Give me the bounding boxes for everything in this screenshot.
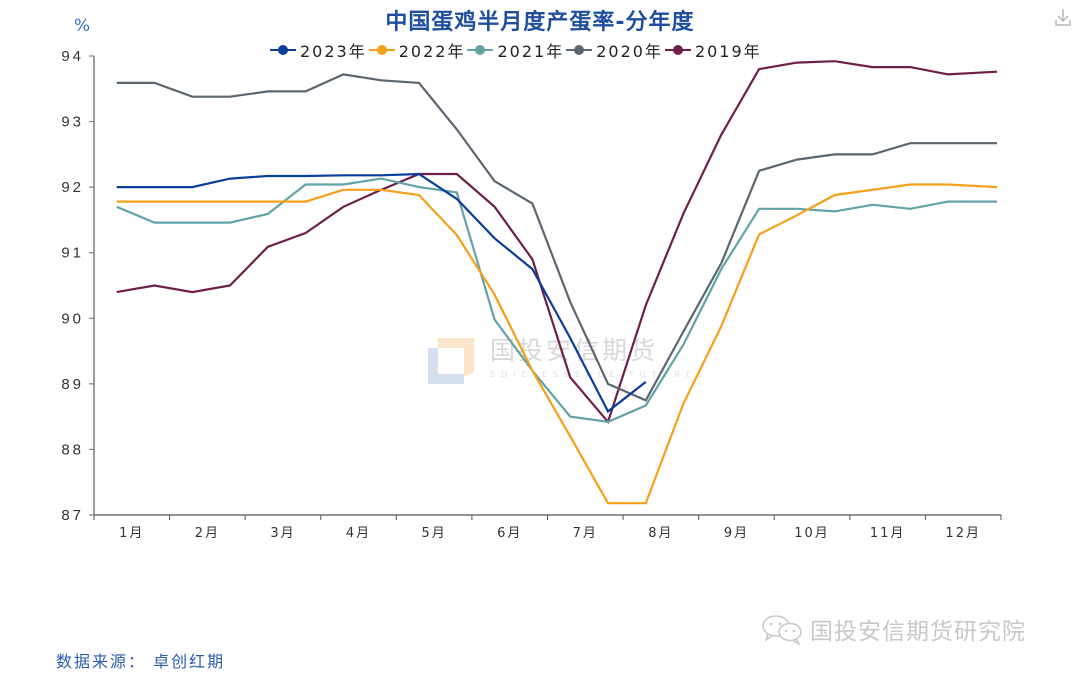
axes: 87 88 89 90 91 92 93 94 1月 2月 3月 4月 5月 6月 7月 8月 9月 10月 11月… <box>61 48 1002 541</box>
legend-label: 2023年 <box>300 42 367 61</box>
series-line-2022 <box>116 183 998 505</box>
x-tick-label: 11月 <box>870 526 906 541</box>
series-line-2023 <box>116 172 647 414</box>
x-tick-label: 3月 <box>270 526 295 541</box>
legend-marker-icon <box>270 43 296 57</box>
legend-label: 2019年 <box>694 42 762 61</box>
y-tick-label: 89 <box>61 376 84 393</box>
series-line-2020 <box>116 73 997 402</box>
wechat-account: 国投安信期货研究院 <box>760 612 1026 646</box>
x-tick-label: 7月 <box>573 526 598 541</box>
x-tick-label: 5月 <box>421 526 446 541</box>
chart-title: 中国蛋鸡半月度产蛋率-分年度 <box>385 10 695 35</box>
wechat-icon <box>762 615 802 645</box>
y-tick-label: 94 <box>61 48 84 65</box>
y-tick-label: 90 <box>61 310 84 327</box>
x-tick-label: 1月 <box>119 526 144 541</box>
x-tick-label: 9月 <box>724 526 749 541</box>
x-tick-label: 10月 <box>794 526 830 541</box>
x-tick-label: 4月 <box>346 526 371 541</box>
legend-item-2021[interactable]: 2021年 <box>467 38 564 62</box>
legend-marker-icon <box>368 43 395 57</box>
legend-item-2019[interactable]: 2019年 <box>664 38 762 62</box>
y-tick-label: 87 <box>61 507 84 524</box>
legend-item-2023[interactable]: 2023年 <box>270 38 367 62</box>
watermark-en: SDIC ESSENCE FUTURES <box>490 370 709 379</box>
legend-label: 2022年 <box>398 42 466 61</box>
series-line-2019 <box>116 60 998 425</box>
legend-item-2020[interactable]: 2020年 <box>566 38 663 62</box>
chart-legend: 2023年 2022年 2021年 2020年 2019年 <box>270 38 764 62</box>
x-tick-label: 12月 <box>945 526 981 541</box>
legend-marker-icon <box>467 43 494 57</box>
wechat-account-name: 国投安信期货研究院 <box>810 619 1026 645</box>
x-tick-label: 2月 <box>195 526 220 541</box>
legend-label: 2020年 <box>596 42 663 61</box>
y-tick-label: 91 <box>61 245 84 262</box>
x-tick-label: 6月 <box>497 526 522 541</box>
x-tick-label: 8月 <box>648 526 673 541</box>
download-icon[interactable] <box>1052 6 1074 28</box>
y-tick-label: 88 <box>61 441 84 458</box>
series-line-2021 <box>116 177 997 424</box>
legend-label: 2021年 <box>497 42 565 61</box>
y-tick-label: 93 <box>61 114 84 131</box>
legend-marker-icon <box>566 43 593 57</box>
legend-marker-icon <box>664 43 691 57</box>
y-tick-label: 92 <box>61 179 84 196</box>
y-axis-unit: % <box>74 16 91 36</box>
series-lines <box>116 60 998 505</box>
data-source: 数据来源： 卓创红期 <box>56 652 226 671</box>
legend-item-2022[interactable]: 2022年 <box>368 38 466 62</box>
watermark-logo-icon <box>428 338 474 384</box>
